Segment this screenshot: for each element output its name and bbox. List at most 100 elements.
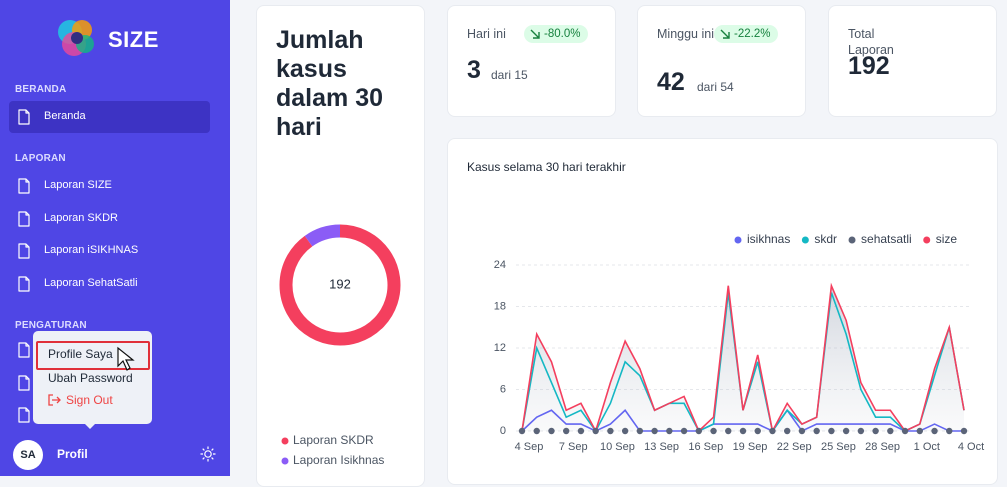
doc-icon bbox=[18, 243, 30, 259]
legend-label: size bbox=[936, 232, 958, 246]
x-tick-label: 28 Sep bbox=[865, 441, 900, 453]
point bbox=[518, 427, 526, 435]
trend-icon bbox=[530, 29, 540, 39]
brand-logo bbox=[58, 20, 94, 56]
point bbox=[798, 427, 806, 435]
doc-icon bbox=[18, 178, 30, 194]
point bbox=[946, 427, 953, 435]
x-tick-label: 13 Sep bbox=[644, 441, 679, 453]
point bbox=[533, 427, 540, 435]
nav-item[interactable]: Beranda bbox=[44, 110, 86, 122]
point bbox=[651, 427, 658, 435]
donut-slice bbox=[279, 224, 401, 346]
legend-label: sehatsatli bbox=[861, 232, 912, 246]
menu-item[interactable]: Ubah Password bbox=[48, 371, 133, 385]
legend-dot bbox=[281, 457, 289, 465]
point bbox=[754, 427, 761, 435]
point bbox=[666, 427, 673, 435]
x-tick-label: 19 Sep bbox=[733, 441, 768, 453]
x-tick-label: 10 Sep bbox=[600, 441, 635, 453]
stat-card: Minggu ini 42 dari 54 -22.2% bbox=[637, 5, 806, 117]
trend-icon bbox=[720, 29, 730, 39]
section-label: PENGATURAN bbox=[15, 319, 87, 331]
donut-card: Jumlah kasus dalam 30 hari bbox=[256, 5, 425, 487]
change-text: -80.0% bbox=[544, 28, 581, 40]
y-tick-label: 0 bbox=[500, 425, 506, 437]
sidebar: SIZE BERANDA Beranda LAPORAN Laporan SIZE La… bbox=[0, 0, 230, 476]
y-tick-label: 12 bbox=[494, 342, 506, 354]
point bbox=[725, 427, 732, 435]
avatar[interactable]: SA bbox=[13, 440, 43, 470]
stat-detail: dari 15 bbox=[491, 68, 528, 82]
legend-dot bbox=[734, 236, 742, 244]
profile-label[interactable]: Profil bbox=[57, 447, 88, 461]
point bbox=[960, 427, 968, 435]
point bbox=[857, 427, 865, 435]
doc-icon bbox=[18, 407, 30, 423]
doc-icon bbox=[18, 342, 30, 358]
x-tick-label: 4 Sep bbox=[515, 441, 544, 453]
point bbox=[828, 427, 835, 435]
stat-label: Total Laporan bbox=[848, 27, 894, 57]
stat-detail: dari 54 bbox=[697, 80, 734, 94]
doc-icon bbox=[18, 109, 30, 125]
section-label: BERANDA bbox=[15, 84, 67, 95]
cursor bbox=[117, 346, 135, 371]
point bbox=[769, 427, 776, 435]
change-text: -22.2% bbox=[734, 28, 771, 40]
x-tick-label: 16 Sep bbox=[688, 441, 723, 453]
y-tick-label: 18 bbox=[494, 300, 506, 312]
legend-dot bbox=[923, 236, 931, 244]
stat-card: Hari ini 3 dari 15 -80.0% bbox=[447, 5, 616, 117]
y-tick-label: 6 bbox=[500, 383, 506, 395]
x-tick-label: 4 Oct bbox=[958, 441, 984, 453]
point bbox=[813, 427, 820, 435]
doc-icon bbox=[18, 375, 30, 391]
doc-icon bbox=[18, 210, 30, 227]
donut-total: 192 bbox=[329, 276, 351, 291]
menu-item[interactable]: Profile Saya bbox=[48, 347, 113, 361]
menu-item[interactable]: Sign Out bbox=[66, 393, 113, 407]
legend-dot bbox=[801, 236, 809, 244]
change-badge: -80.0% bbox=[524, 25, 589, 43]
change-badge: -22.2% bbox=[714, 25, 779, 43]
point bbox=[916, 427, 923, 435]
line-chart: 0 6 12 18 24 4 Sep 7 Sep 10 Sep 13 Sep 16 Sep 19 S… bbox=[494, 232, 984, 453]
point bbox=[887, 427, 894, 435]
point bbox=[901, 427, 909, 435]
stat-value: 3 bbox=[467, 56, 481, 84]
legend-label: Laporan SKDR bbox=[293, 433, 374, 447]
x-tick-label: 25 Sep bbox=[821, 441, 856, 453]
point bbox=[710, 427, 717, 435]
x-tick-label: 22 Sep bbox=[777, 441, 812, 453]
point bbox=[695, 427, 702, 435]
point bbox=[784, 427, 791, 435]
point bbox=[577, 427, 585, 435]
x-tick-label: 7 Sep bbox=[559, 441, 588, 453]
point bbox=[636, 427, 644, 435]
series-line bbox=[521, 282, 965, 434]
legend-dot bbox=[848, 236, 856, 244]
x-tick-label: 1 Oct bbox=[914, 441, 940, 453]
theme-toggle[interactable] bbox=[200, 446, 216, 462]
nav-item[interactable]: Laporan SIZE bbox=[44, 179, 112, 191]
point bbox=[563, 427, 570, 435]
stat-value: 42 bbox=[657, 68, 685, 96]
nav-item[interactable]: Laporan SKDR bbox=[44, 211, 118, 224]
area bbox=[522, 285, 964, 431]
y-tick-label: 24 bbox=[494, 259, 506, 271]
donut-chart: Laporan SKDR Laporan Isikhnas 192 bbox=[279, 224, 401, 467]
point bbox=[621, 427, 629, 435]
active-bg bbox=[9, 101, 210, 133]
line-title: Kasus selama 30 hari terakhir bbox=[467, 160, 626, 174]
point bbox=[739, 427, 747, 435]
point bbox=[842, 427, 850, 435]
legend-dot bbox=[281, 437, 289, 445]
donut-slice bbox=[304, 224, 341, 247]
nav-item[interactable]: Laporan SehatSatli bbox=[44, 276, 138, 289]
nav-item[interactable]: Laporan iSIKHNAS bbox=[44, 244, 139, 256]
stat-card: Total Laporan 192 bbox=[828, 5, 997, 117]
stat-label: Hari ini bbox=[467, 27, 506, 41]
